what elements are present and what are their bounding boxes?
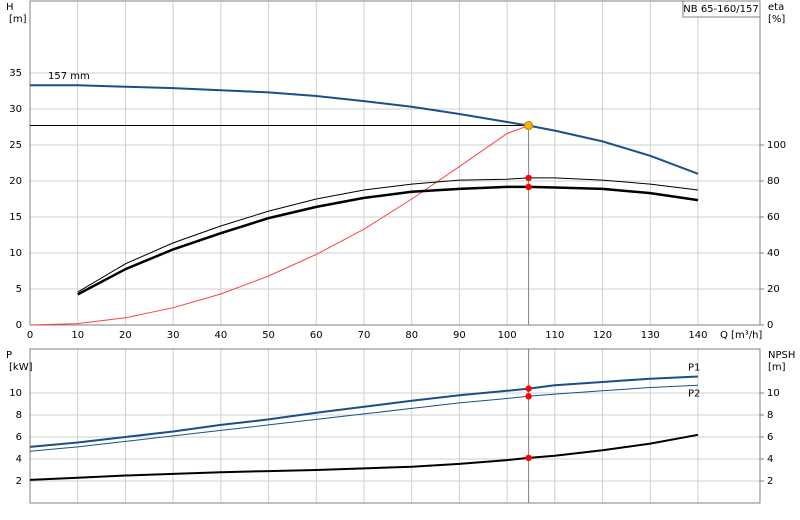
y2-tick-label: 10 [767, 388, 780, 399]
x-axis-label: Q [m³/h] [720, 330, 762, 341]
x-tick-label: 10 [71, 330, 84, 341]
duty-marker [525, 183, 532, 191]
plot-frame [29, 0, 761, 326]
series-line [29, 433, 699, 481]
y-tick-label: 10 [9, 388, 22, 399]
y2-tick-label: 80 [767, 176, 780, 187]
x-tick-label: 80 [405, 330, 418, 341]
y-tick-label: 5 [16, 284, 22, 295]
y-tick-label: 20 [9, 176, 22, 187]
duty-marker [525, 174, 532, 182]
y-tick-label: 6 [16, 432, 22, 443]
y-tick-label: 25 [9, 140, 22, 151]
y-tick-label: 35 [9, 68, 22, 79]
duty-point [524, 121, 534, 131]
y2-tick-label: 6 [767, 432, 773, 443]
x-tick-label: 90 [453, 330, 466, 341]
x-tick-label: 20 [119, 330, 132, 341]
duty-marker [525, 385, 532, 392]
y2-tick-label: 0 [767, 320, 773, 331]
series-line [29, 125, 529, 326]
y2-tick-label: 100 [767, 140, 786, 151]
y-tick-label: 15 [9, 212, 22, 223]
x-tick-label: 0 [27, 330, 33, 341]
y2-tick-label: 2 [767, 476, 773, 487]
x-tick-label: 100 [498, 330, 517, 341]
y2-axis-label: [%] [768, 14, 785, 25]
y-axis-label: [kW] [9, 362, 33, 373]
y2-tick-label: 20 [767, 284, 780, 295]
y-tick-label: 8 [16, 410, 22, 421]
y-tick-label: 4 [16, 454, 22, 465]
y-tick-label: 0 [16, 320, 22, 331]
x-tick-label: 120 [593, 330, 612, 341]
series-line [30, 84, 699, 175]
y2-axis-label: [m] [768, 362, 786, 373]
x-tick-label: 30 [167, 330, 180, 341]
series-line [29, 375, 699, 448]
y-axis-label: [m] [9, 14, 27, 25]
annotation: 157 mm [48, 71, 90, 82]
series-line [77, 185, 699, 296]
series-line [77, 177, 699, 293]
x-tick-label: 70 [358, 330, 371, 341]
y2-axis-label: eta [768, 2, 784, 13]
y2-tick-label: 40 [767, 248, 780, 259]
y2-tick-label: 4 [767, 454, 773, 465]
y-tick-label: 30 [9, 104, 22, 115]
x-tick-label: 140 [688, 330, 707, 341]
y2-tick-label: 60 [767, 212, 780, 223]
x-tick-label: 50 [262, 330, 275, 341]
y2-axis-label: NPSH [768, 350, 795, 361]
plot-frame [29, 348, 761, 504]
y-axis-label: P [6, 350, 12, 361]
x-tick-label: 60 [310, 330, 323, 341]
series-line [29, 384, 699, 452]
title-box [682, 0, 761, 18]
series-label: P1 [688, 363, 700, 374]
y2-tick-label: 8 [767, 410, 773, 421]
duty-marker [525, 454, 532, 462]
y-tick-label: 2 [16, 476, 22, 487]
y-tick-label: 10 [9, 248, 22, 259]
duty-marker [525, 393, 532, 400]
x-tick-label: 110 [545, 330, 564, 341]
chart-title: NB 65-160/157 [683, 4, 758, 15]
y-axis-label: H [6, 2, 14, 13]
x-tick-label: 40 [214, 330, 227, 341]
series-label: P2 [688, 388, 700, 399]
x-tick-label: 130 [641, 330, 660, 341]
